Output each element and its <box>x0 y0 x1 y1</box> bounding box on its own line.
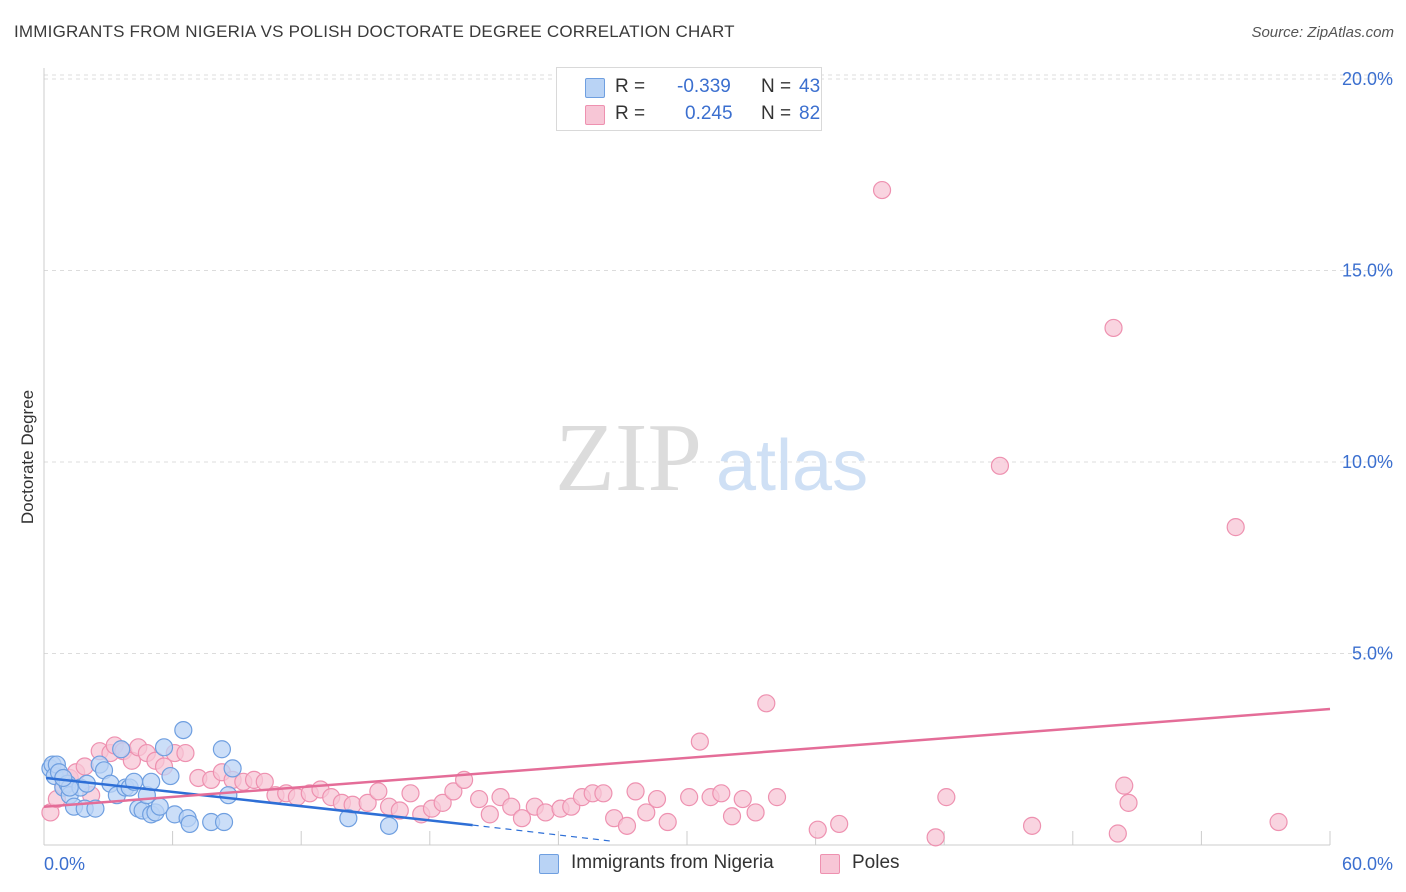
data-point <box>1022 816 1042 835</box>
data-point <box>379 816 399 835</box>
data-point <box>219 786 238 805</box>
data-point <box>722 807 742 826</box>
y-tick-label: 15.0% <box>1342 261 1393 281</box>
data-point <box>176 743 195 763</box>
data-point <box>1269 812 1288 832</box>
y-tick-label: 20.0% <box>1342 69 1393 89</box>
legend-n-value: 82 <box>799 103 821 124</box>
legend-r-value: -0.339 <box>677 76 731 97</box>
data-point <box>1115 776 1134 795</box>
data-point <box>637 803 656 822</box>
data-point <box>1226 518 1245 537</box>
chart-title: IMMIGRANTS FROM NIGERIA VS POLISH DOCTOR… <box>14 22 735 41</box>
x-tick-max: 60.0% <box>1342 854 1393 874</box>
legend-n-label: N = <box>761 76 792 97</box>
data-point <box>390 801 409 820</box>
data-point <box>214 812 234 832</box>
data-point <box>647 789 667 809</box>
data-point <box>502 797 521 816</box>
watermark-atlas: atlas <box>716 426 868 506</box>
data-point <box>830 814 849 834</box>
data-point <box>746 803 765 822</box>
trend-line-nigeria-extension <box>472 824 613 842</box>
data-point <box>444 782 463 801</box>
data-point <box>480 805 499 824</box>
data-point <box>937 788 956 807</box>
data-point <box>75 757 94 776</box>
bottom-legend-label-poles: Poles <box>852 852 900 873</box>
bottom-legend-label-nigeria: Immigrants from Nigeria <box>571 852 774 873</box>
trend-line-poles <box>43 707 1331 808</box>
data-point <box>658 812 677 832</box>
data-point <box>767 788 787 807</box>
data-point <box>161 766 180 786</box>
bottom-legend-swatch-poles <box>820 854 840 874</box>
data-point <box>690 732 709 751</box>
data-point <box>150 797 169 816</box>
legend-n-value: 43 <box>799 76 821 97</box>
data-point <box>680 788 699 807</box>
data-point <box>339 809 358 828</box>
y-tick-label: 5.0% <box>1352 644 1393 664</box>
data-point <box>926 828 945 847</box>
source-label: Source: ZipAtlas.com <box>1251 24 1394 41</box>
axes <box>43 68 1331 846</box>
series-poles <box>41 180 1288 847</box>
y-tick-label: 10.0% <box>1342 452 1393 472</box>
data-point <box>536 803 555 822</box>
legend-swatch-poles <box>585 105 605 125</box>
data-point <box>757 694 776 713</box>
legend: R = -0.339 N = 43 R = 0.245 N = 82 <box>556 67 822 131</box>
x-tick-min: 0.0% <box>44 854 85 874</box>
data-point <box>733 789 752 809</box>
trend-line-nigeria <box>46 776 473 827</box>
legend-n-label: N = <box>761 103 792 124</box>
data-point <box>626 782 645 801</box>
y-axis-label: Doctorate Degree <box>18 390 37 524</box>
legend-r-label: R = <box>615 103 646 124</box>
watermark-zip: ZIP <box>555 404 702 512</box>
data-point <box>617 816 637 835</box>
data-point <box>712 784 731 803</box>
legend-r-value: 0.245 <box>685 103 733 124</box>
y-tick-labels: 5.0% 10.0% 15.0% 20.0% <box>1342 69 1393 664</box>
data-point <box>358 793 377 812</box>
bottom-legend-swatch-nigeria <box>539 854 559 874</box>
data-point <box>808 820 827 839</box>
data-point <box>872 180 892 200</box>
data-point <box>112 740 131 759</box>
data-point <box>512 809 532 828</box>
data-point <box>433 793 452 812</box>
data-point <box>594 784 613 803</box>
data-point <box>369 782 388 801</box>
data-point <box>223 759 242 778</box>
legend-r-label: R = <box>615 76 646 97</box>
trend-lines <box>43 707 1331 842</box>
data-point <box>401 784 420 803</box>
data-point <box>1104 318 1123 338</box>
grid <box>44 74 1392 654</box>
data-point <box>180 814 199 834</box>
data-point <box>1108 824 1127 843</box>
series-nigeria <box>41 720 399 835</box>
data-point <box>469 789 489 809</box>
data-point <box>174 720 193 740</box>
data-point <box>1119 793 1138 812</box>
data-point <box>212 740 231 759</box>
data-point <box>154 738 174 757</box>
legend-swatch-nigeria <box>585 78 605 98</box>
data-point <box>990 456 1010 475</box>
